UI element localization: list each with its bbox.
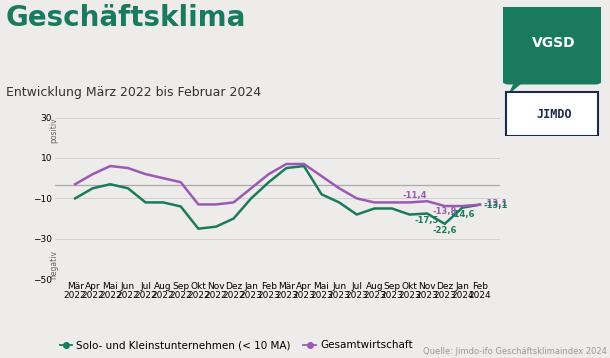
Polygon shape — [508, 74, 533, 95]
Text: positiv: positiv — [49, 117, 59, 143]
FancyBboxPatch shape — [500, 2, 604, 84]
FancyBboxPatch shape — [506, 92, 598, 136]
Legend: Solo- und Kleinstunternehmen (< 10 MA), Gesamtwirtschaft: Solo- und Kleinstunternehmen (< 10 MA), … — [56, 336, 417, 354]
Text: -17,5: -17,5 — [415, 216, 439, 225]
Text: -14,6: -14,6 — [450, 210, 475, 219]
Text: negativ: negativ — [49, 250, 59, 279]
Text: -13,1: -13,1 — [484, 201, 508, 210]
Text: JIMDO: JIMDO — [536, 108, 572, 121]
Text: -22,6: -22,6 — [432, 226, 457, 235]
Text: -13,8: -13,8 — [432, 207, 457, 216]
Text: -13,1: -13,1 — [484, 199, 508, 208]
Text: -11,4: -11,4 — [403, 190, 427, 200]
Text: VGSD: VGSD — [532, 36, 576, 50]
Text: Entwicklung März 2022 bis Februar 2024: Entwicklung März 2022 bis Februar 2024 — [6, 86, 261, 99]
Text: Quelle: Jimdo-ifo Geschäftsklimaindex 2024: Quelle: Jimdo-ifo Geschäftsklimaindex 20… — [423, 347, 607, 356]
Text: Geschäftsklima: Geschäftsklima — [6, 4, 246, 32]
